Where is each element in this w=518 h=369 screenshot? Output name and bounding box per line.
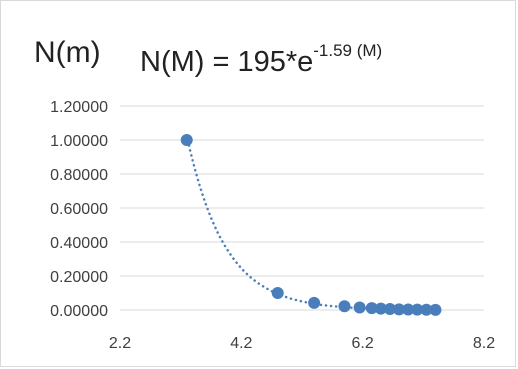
y-tick-label: 1.00000 — [50, 133, 108, 150]
data-point — [353, 301, 366, 314]
x-tick-label: 2.2 — [109, 335, 131, 352]
x-tick-labels: 2.2 4.2 6.2 8.2 — [109, 335, 495, 352]
data-point — [271, 287, 284, 299]
data-point — [338, 300, 351, 313]
gridlines — [120, 105, 484, 311]
y-tick-label: 0.00000 — [50, 303, 108, 320]
data-point — [402, 303, 415, 316]
trendline-curve — [185, 134, 437, 311]
data-point — [365, 302, 378, 315]
y-tick-label: 0.40000 — [50, 235, 108, 252]
data-point — [180, 134, 193, 146]
x-tick-label: 6.2 — [352, 335, 374, 352]
y-tick-label: 0.60000 — [50, 201, 108, 218]
x-tick-label: 4.2 — [230, 335, 252, 352]
x-tick-label: 8.2 — [473, 335, 495, 352]
data-point — [429, 303, 442, 316]
trendline-equation: N(M) = 195*e-1.59 (M) — [140, 41, 382, 79]
data-point — [308, 296, 321, 309]
trendline — [185, 134, 437, 311]
y-tick-label: 0.80000 — [50, 167, 108, 184]
data-point — [411, 303, 424, 316]
y-tick-label: 1.20000 — [50, 99, 108, 116]
data-points — [180, 134, 442, 316]
data-point — [374, 302, 387, 315]
data-point — [383, 302, 396, 315]
data-point — [393, 303, 406, 316]
y-axis-label: N(m) — [34, 36, 101, 69]
y-tick-labels: 0.00000 0.20000 0.40000 0.60000 0.80000 1.000… — [50, 99, 108, 320]
y-tick-label: 0.20000 — [50, 269, 108, 286]
equation-base: N(M) = 195*e — [140, 46, 314, 78]
equation-exponent: -1.59 (M) — [313, 41, 383, 60]
data-point — [420, 303, 433, 316]
